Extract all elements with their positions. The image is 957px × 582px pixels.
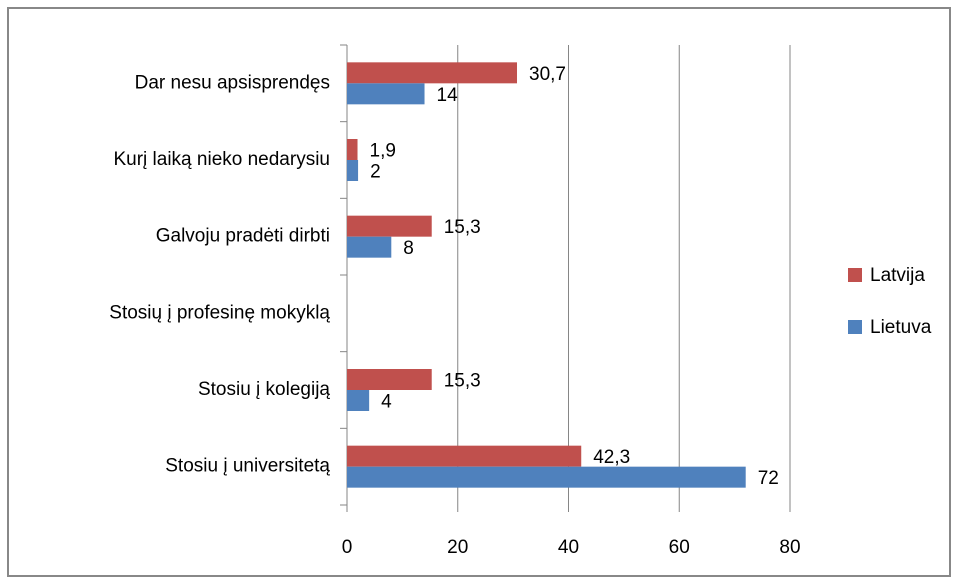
data-label: 72	[758, 468, 779, 489]
bar	[347, 445, 582, 467]
data-label: 4	[381, 392, 392, 413]
data-label: 42,3	[593, 447, 630, 468]
data-label: 15,3	[444, 217, 481, 238]
y-tick-label: Dar nesu apsisprendęs	[135, 72, 330, 93]
x-tick-label: 40	[558, 537, 579, 558]
legend-swatch	[848, 268, 862, 282]
data-label: 14	[437, 85, 459, 106]
bar	[347, 390, 370, 411]
bar	[347, 139, 358, 160]
x-tick-label: 80	[779, 537, 800, 558]
legend-label: Lietuva	[870, 317, 932, 338]
bar	[347, 236, 392, 258]
bar	[347, 62, 518, 84]
data-label: 2	[370, 162, 381, 183]
bar	[347, 160, 359, 181]
legend-swatch	[848, 320, 862, 334]
data-label: 30,7	[529, 64, 566, 85]
bar	[347, 369, 432, 390]
data-label: 1,9	[370, 141, 396, 162]
bar	[347, 215, 432, 237]
bar	[347, 83, 425, 105]
y-tick-label: Stosiu į universitetą	[165, 456, 330, 477]
x-tick-label: 0	[342, 537, 353, 558]
y-tick-label: Galvoju pradėti dirbti	[156, 226, 330, 247]
y-tick-label: Stosių į profesinę mokyklą	[109, 302, 330, 323]
y-tick-label: Stosiu į kolegiją	[198, 379, 330, 400]
x-tick-label: 60	[669, 537, 690, 558]
data-label: 15,3	[444, 371, 481, 392]
data-label: 8	[403, 238, 414, 259]
y-tick-label: Kurį laiką nieko nedarysiu	[113, 149, 330, 170]
legend-label: Latvija	[870, 265, 925, 286]
x-tick-label: 20	[447, 537, 468, 558]
bar	[347, 466, 746, 488]
